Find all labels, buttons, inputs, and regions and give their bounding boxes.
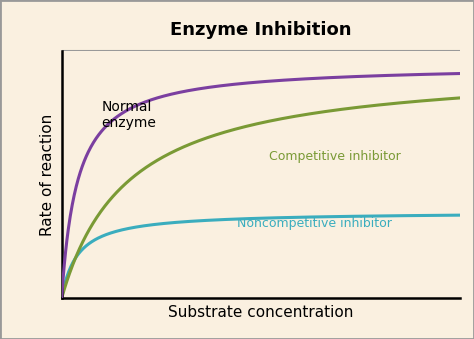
Text: Normal
enzyme: Normal enzyme xyxy=(101,100,156,130)
Text: Enzyme Inhibition: Enzyme Inhibition xyxy=(170,21,351,39)
Y-axis label: Rate of reaction: Rate of reaction xyxy=(40,113,55,236)
Text: Noncompetitive inhibitor: Noncompetitive inhibitor xyxy=(237,217,392,230)
X-axis label: Substrate concentration: Substrate concentration xyxy=(168,305,354,320)
Text: Competitive inhibitor: Competitive inhibitor xyxy=(269,149,401,163)
